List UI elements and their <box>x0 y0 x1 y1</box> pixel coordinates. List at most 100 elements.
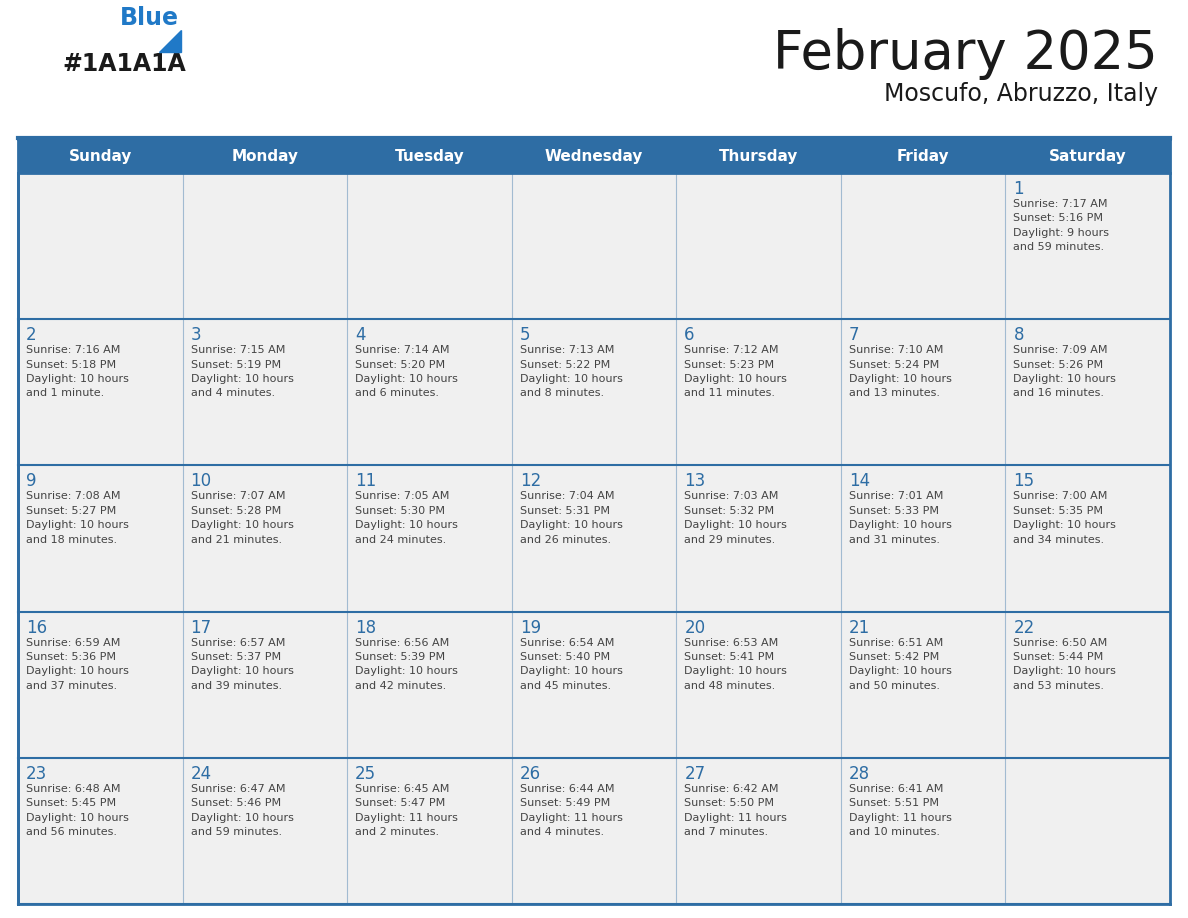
Text: Sunrise: 6:56 AM
Sunset: 5:39 PM
Daylight: 10 hours
and 42 minutes.: Sunrise: 6:56 AM Sunset: 5:39 PM Dayligh… <box>355 638 459 691</box>
Text: 24: 24 <box>190 765 211 783</box>
Text: 11: 11 <box>355 473 377 490</box>
Text: 10: 10 <box>190 473 211 490</box>
Bar <box>347 319 512 465</box>
Text: Sunrise: 7:04 AM
Sunset: 5:31 PM
Daylight: 10 hours
and 26 minutes.: Sunrise: 7:04 AM Sunset: 5:31 PM Dayligh… <box>519 491 623 544</box>
Text: 22: 22 <box>1013 619 1035 636</box>
Text: 13: 13 <box>684 473 706 490</box>
Text: 7: 7 <box>849 326 859 344</box>
Bar <box>841 611 1005 757</box>
Bar <box>512 757 676 904</box>
Text: Monday: Monday <box>232 149 298 163</box>
Text: 19: 19 <box>519 619 541 636</box>
Bar <box>1005 139 1170 173</box>
Bar <box>841 319 1005 465</box>
Bar <box>18 611 183 757</box>
Bar <box>1005 611 1170 757</box>
Text: Sunrise: 6:45 AM
Sunset: 5:47 PM
Daylight: 11 hours
and 2 minutes.: Sunrise: 6:45 AM Sunset: 5:47 PM Dayligh… <box>355 784 459 837</box>
Text: 3: 3 <box>190 326 201 344</box>
Text: Sunrise: 7:00 AM
Sunset: 5:35 PM
Daylight: 10 hours
and 34 minutes.: Sunrise: 7:00 AM Sunset: 5:35 PM Dayligh… <box>1013 491 1117 544</box>
Text: Sunrise: 6:59 AM
Sunset: 5:36 PM
Daylight: 10 hours
and 37 minutes.: Sunrise: 6:59 AM Sunset: 5:36 PM Dayligh… <box>26 638 128 691</box>
Text: Sunrise: 6:57 AM
Sunset: 5:37 PM
Daylight: 10 hours
and 39 minutes.: Sunrise: 6:57 AM Sunset: 5:37 PM Dayligh… <box>190 638 293 691</box>
Text: Sunrise: 6:48 AM
Sunset: 5:45 PM
Daylight: 10 hours
and 56 minutes.: Sunrise: 6:48 AM Sunset: 5:45 PM Dayligh… <box>26 784 128 837</box>
Bar <box>347 757 512 904</box>
Bar <box>1005 173 1170 319</box>
Bar <box>18 139 183 173</box>
Bar <box>512 139 676 173</box>
Text: Sunrise: 7:09 AM
Sunset: 5:26 PM
Daylight: 10 hours
and 16 minutes.: Sunrise: 7:09 AM Sunset: 5:26 PM Dayligh… <box>1013 345 1117 398</box>
Text: 28: 28 <box>849 765 870 783</box>
Bar <box>676 757 841 904</box>
Text: 27: 27 <box>684 765 706 783</box>
Bar <box>841 139 1005 173</box>
Text: 9: 9 <box>26 473 37 490</box>
Text: Saturday: Saturday <box>1049 149 1126 163</box>
Text: 20: 20 <box>684 619 706 636</box>
Text: 23: 23 <box>26 765 48 783</box>
Text: Sunrise: 6:47 AM
Sunset: 5:46 PM
Daylight: 10 hours
and 59 minutes.: Sunrise: 6:47 AM Sunset: 5:46 PM Dayligh… <box>190 784 293 837</box>
Bar <box>841 173 1005 319</box>
Bar <box>347 611 512 757</box>
Text: Friday: Friday <box>897 149 949 163</box>
Text: 25: 25 <box>355 765 377 783</box>
Bar <box>1005 757 1170 904</box>
Text: Sunrise: 7:08 AM
Sunset: 5:27 PM
Daylight: 10 hours
and 18 minutes.: Sunrise: 7:08 AM Sunset: 5:27 PM Dayligh… <box>26 491 128 544</box>
Text: Sunday: Sunday <box>69 149 132 163</box>
Bar <box>18 319 183 465</box>
Bar <box>841 465 1005 611</box>
Bar <box>676 319 841 465</box>
Text: Sunrise: 7:05 AM
Sunset: 5:30 PM
Daylight: 10 hours
and 24 minutes.: Sunrise: 7:05 AM Sunset: 5:30 PM Dayligh… <box>355 491 459 544</box>
Text: Sunrise: 7:13 AM
Sunset: 5:22 PM
Daylight: 10 hours
and 8 minutes.: Sunrise: 7:13 AM Sunset: 5:22 PM Dayligh… <box>519 345 623 398</box>
Bar <box>18 465 183 611</box>
Bar <box>183 139 347 173</box>
Bar <box>347 139 512 173</box>
Text: Sunrise: 6:53 AM
Sunset: 5:41 PM
Daylight: 10 hours
and 48 minutes.: Sunrise: 6:53 AM Sunset: 5:41 PM Dayligh… <box>684 638 788 691</box>
Text: Sunrise: 6:42 AM
Sunset: 5:50 PM
Daylight: 11 hours
and 7 minutes.: Sunrise: 6:42 AM Sunset: 5:50 PM Dayligh… <box>684 784 788 837</box>
Text: Moscufo, Abruzzo, Italy: Moscufo, Abruzzo, Italy <box>884 82 1158 106</box>
Text: Sunrise: 6:44 AM
Sunset: 5:49 PM
Daylight: 11 hours
and 4 minutes.: Sunrise: 6:44 AM Sunset: 5:49 PM Dayligh… <box>519 784 623 837</box>
Bar <box>841 757 1005 904</box>
Text: Thursday: Thursday <box>719 149 798 163</box>
Text: 17: 17 <box>190 619 211 636</box>
Bar <box>676 465 841 611</box>
Bar <box>183 465 347 611</box>
Bar <box>676 173 841 319</box>
Bar <box>183 319 347 465</box>
Text: 18: 18 <box>355 619 377 636</box>
Bar <box>18 173 183 319</box>
Text: Sunrise: 7:16 AM
Sunset: 5:18 PM
Daylight: 10 hours
and 1 minute.: Sunrise: 7:16 AM Sunset: 5:18 PM Dayligh… <box>26 345 128 398</box>
Text: Sunrise: 6:54 AM
Sunset: 5:40 PM
Daylight: 10 hours
and 45 minutes.: Sunrise: 6:54 AM Sunset: 5:40 PM Dayligh… <box>519 638 623 691</box>
Text: 21: 21 <box>849 619 870 636</box>
Text: #1A1A1A: #1A1A1A <box>62 52 185 76</box>
Bar <box>676 611 841 757</box>
Text: Sunrise: 7:17 AM
Sunset: 5:16 PM
Daylight: 9 hours
and 59 minutes.: Sunrise: 7:17 AM Sunset: 5:16 PM Dayligh… <box>1013 199 1110 252</box>
Bar <box>1005 319 1170 465</box>
Text: Wednesday: Wednesday <box>545 149 643 163</box>
Text: Sunrise: 7:03 AM
Sunset: 5:32 PM
Daylight: 10 hours
and 29 minutes.: Sunrise: 7:03 AM Sunset: 5:32 PM Dayligh… <box>684 491 788 544</box>
Text: Sunrise: 6:41 AM
Sunset: 5:51 PM
Daylight: 11 hours
and 10 minutes.: Sunrise: 6:41 AM Sunset: 5:51 PM Dayligh… <box>849 784 952 837</box>
Text: 16: 16 <box>26 619 48 636</box>
Bar <box>676 139 841 173</box>
Text: Sunrise: 7:14 AM
Sunset: 5:20 PM
Daylight: 10 hours
and 6 minutes.: Sunrise: 7:14 AM Sunset: 5:20 PM Dayligh… <box>355 345 459 398</box>
Text: Sunrise: 6:51 AM
Sunset: 5:42 PM
Daylight: 10 hours
and 50 minutes.: Sunrise: 6:51 AM Sunset: 5:42 PM Dayligh… <box>849 638 952 691</box>
Polygon shape <box>159 30 181 52</box>
Text: 14: 14 <box>849 473 870 490</box>
Bar <box>347 173 512 319</box>
Text: 26: 26 <box>519 765 541 783</box>
Text: Sunrise: 6:50 AM
Sunset: 5:44 PM
Daylight: 10 hours
and 53 minutes.: Sunrise: 6:50 AM Sunset: 5:44 PM Dayligh… <box>1013 638 1117 691</box>
Text: 2: 2 <box>26 326 37 344</box>
Bar <box>183 173 347 319</box>
Bar <box>183 611 347 757</box>
Text: Sunrise: 7:10 AM
Sunset: 5:24 PM
Daylight: 10 hours
and 13 minutes.: Sunrise: 7:10 AM Sunset: 5:24 PM Dayligh… <box>849 345 952 398</box>
Bar <box>183 757 347 904</box>
Text: Tuesday: Tuesday <box>394 149 465 163</box>
Text: Sunrise: 7:12 AM
Sunset: 5:23 PM
Daylight: 10 hours
and 11 minutes.: Sunrise: 7:12 AM Sunset: 5:23 PM Dayligh… <box>684 345 788 398</box>
Bar <box>347 465 512 611</box>
Text: 12: 12 <box>519 473 541 490</box>
Text: 6: 6 <box>684 326 695 344</box>
Bar <box>512 611 676 757</box>
Text: Sunrise: 7:01 AM
Sunset: 5:33 PM
Daylight: 10 hours
and 31 minutes.: Sunrise: 7:01 AM Sunset: 5:33 PM Dayligh… <box>849 491 952 544</box>
Text: February 2025: February 2025 <box>773 28 1158 80</box>
Text: 15: 15 <box>1013 473 1035 490</box>
Text: Sunrise: 7:07 AM
Sunset: 5:28 PM
Daylight: 10 hours
and 21 minutes.: Sunrise: 7:07 AM Sunset: 5:28 PM Dayligh… <box>190 491 293 544</box>
Text: 5: 5 <box>519 326 530 344</box>
